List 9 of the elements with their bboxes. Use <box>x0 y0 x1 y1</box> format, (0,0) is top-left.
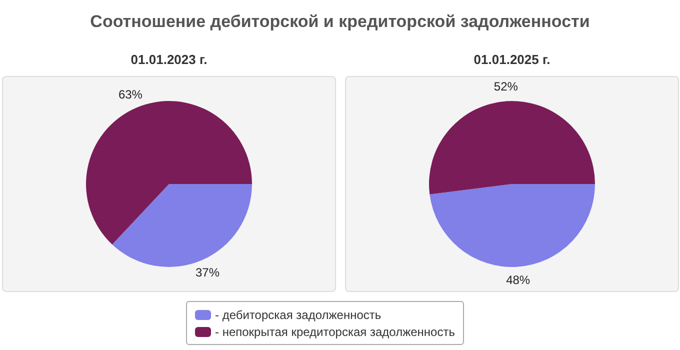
chart-title: Соотношение дебиторской и кредиторской задолженности <box>89 12 591 32</box>
legend-label: - непокрытая кредиторская задолженность <box>215 324 455 338</box>
data-label: 37% <box>196 265 220 280</box>
chart-subtitle: 01.01.2023 г. <box>130 51 208 69</box>
data-label: 48% <box>506 273 530 288</box>
data-label: 63% <box>118 87 143 102</box>
data-label: 52% <box>494 80 518 94</box>
legend-label: - дебиторская задолженность <box>215 308 382 322</box>
chart-subtitle: 01.01.2025 г. <box>472 51 552 69</box>
